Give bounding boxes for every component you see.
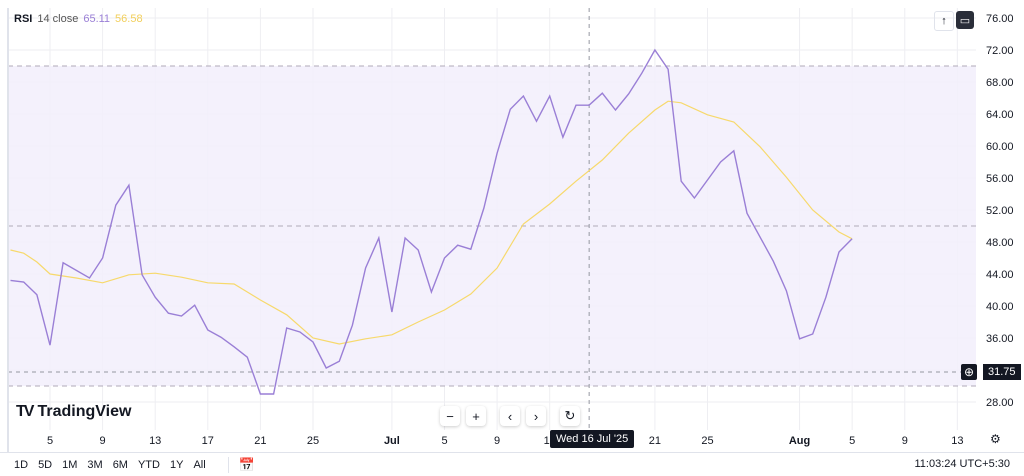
maximize-icon: ▭ xyxy=(959,14,971,27)
indicator-legend[interactable]: RSI 14 close 65.11 56.58 xyxy=(14,13,143,25)
scroll-up-button[interactable]: ↑ xyxy=(934,11,954,31)
range-all[interactable]: All xyxy=(193,458,206,471)
x-tick-label: 9 xyxy=(902,435,908,447)
y-tick-label: 28.00 xyxy=(986,397,1014,409)
range-1d[interactable]: 1D xyxy=(14,458,29,471)
x-tick-label: 9 xyxy=(100,435,106,447)
tradingview-logo[interactable]: TV TradingView xyxy=(16,403,131,421)
x-tick-label: 25 xyxy=(307,435,319,447)
x-tick-label: 21 xyxy=(254,435,266,447)
crosshair-price-label: 31.75 xyxy=(983,364,1021,380)
x-tick-label: 9 xyxy=(494,435,500,447)
range-1y[interactable]: 1Y xyxy=(169,458,184,471)
plus-circle-icon: ⊕ xyxy=(963,365,975,379)
clock[interactable]: 11:03:24 UTC+5:30 xyxy=(914,458,1011,470)
rsi-value: 65.11 xyxy=(83,13,111,25)
add-alert-button[interactable]: ⊕ xyxy=(961,364,977,380)
x-tick-label: 13 xyxy=(149,435,161,447)
x-axis[interactable]: 5913172125Jul59132125Aug5913 xyxy=(47,435,964,447)
range-buttons: 1D 5D 1M 3M 6M YTD 1Y All xyxy=(14,459,206,471)
x-tick-label: 13 xyxy=(951,435,963,447)
band-lines xyxy=(8,65,976,387)
y-axis[interactable]: 76.00 72.00 68.00 64.00 60.00 56.00 52.00 48.00… xyxy=(986,13,1014,409)
scroll-back-button[interactable]: ‹ xyxy=(500,406,520,426)
ma-value: 56.58 xyxy=(115,13,143,25)
indicator-name: RSI xyxy=(14,13,33,25)
y-tick-label: 72.00 xyxy=(986,45,1014,57)
y-tick-label: 56.00 xyxy=(986,173,1014,185)
range-3m[interactable]: 3M xyxy=(87,458,103,471)
chart-nav: − + ‹ › ↻ xyxy=(440,406,580,426)
y-tick-label: 52.00 xyxy=(986,205,1014,217)
reset-chart-button[interactable]: ↻ xyxy=(560,406,580,426)
rsi-line xyxy=(10,48,853,395)
zoom-in-button[interactable]: + xyxy=(466,406,486,426)
x-tick-label: Aug xyxy=(789,435,810,447)
fullscreen-button[interactable]: ▭ xyxy=(956,11,974,29)
logo-text: TradingView xyxy=(37,403,132,420)
calendar-goto-icon[interactable]: 📅 xyxy=(227,456,255,473)
y-tick-label: 76.00 xyxy=(986,13,1014,25)
arrow-up-icon: ↑ xyxy=(941,15,947,27)
rsi-band-fill xyxy=(8,66,976,386)
y-tick-label: 40.00 xyxy=(986,301,1014,313)
tv-logo-icon: TV xyxy=(16,403,35,420)
ma-line xyxy=(10,100,853,345)
settings-gear-icon[interactable]: ⚙ xyxy=(990,432,1001,446)
y-tick-label: 48.00 xyxy=(986,237,1014,249)
crosshair-date-label: Wed 16 Jul '25 xyxy=(550,430,635,448)
range-6m[interactable]: 6M xyxy=(112,458,128,471)
x-tick-label: 5 xyxy=(849,435,855,447)
bottom-toolbar: 1D 5D 1M 3M 6M YTD 1Y All 📅 11:03:24 UTC+5:30 xyxy=(0,452,1024,476)
x-tick-label: Jul xyxy=(384,435,400,447)
x-tick-label: 5 xyxy=(441,435,447,447)
y-tick-label: 64.00 xyxy=(986,109,1014,121)
y-tick-label: 68.00 xyxy=(986,77,1014,89)
range-1m[interactable]: 1M xyxy=(62,458,78,471)
x-tick-label: 5 xyxy=(47,435,53,447)
y-tick-label: 44.00 xyxy=(986,269,1014,281)
x-tick-label: 25 xyxy=(701,435,713,447)
x-tick-label: 21 xyxy=(649,435,661,447)
y-tick-label: 36.00 xyxy=(986,333,1014,345)
zoom-out-button[interactable]: − xyxy=(440,406,460,426)
indicator-params: 14 close xyxy=(37,13,79,25)
scroll-forward-button[interactable]: › xyxy=(526,406,546,426)
range-ytd[interactable]: YTD xyxy=(137,458,160,471)
y-tick-label: 60.00 xyxy=(986,141,1014,153)
x-tick-label: 17 xyxy=(202,435,214,447)
range-5d[interactable]: 5D xyxy=(38,458,53,471)
